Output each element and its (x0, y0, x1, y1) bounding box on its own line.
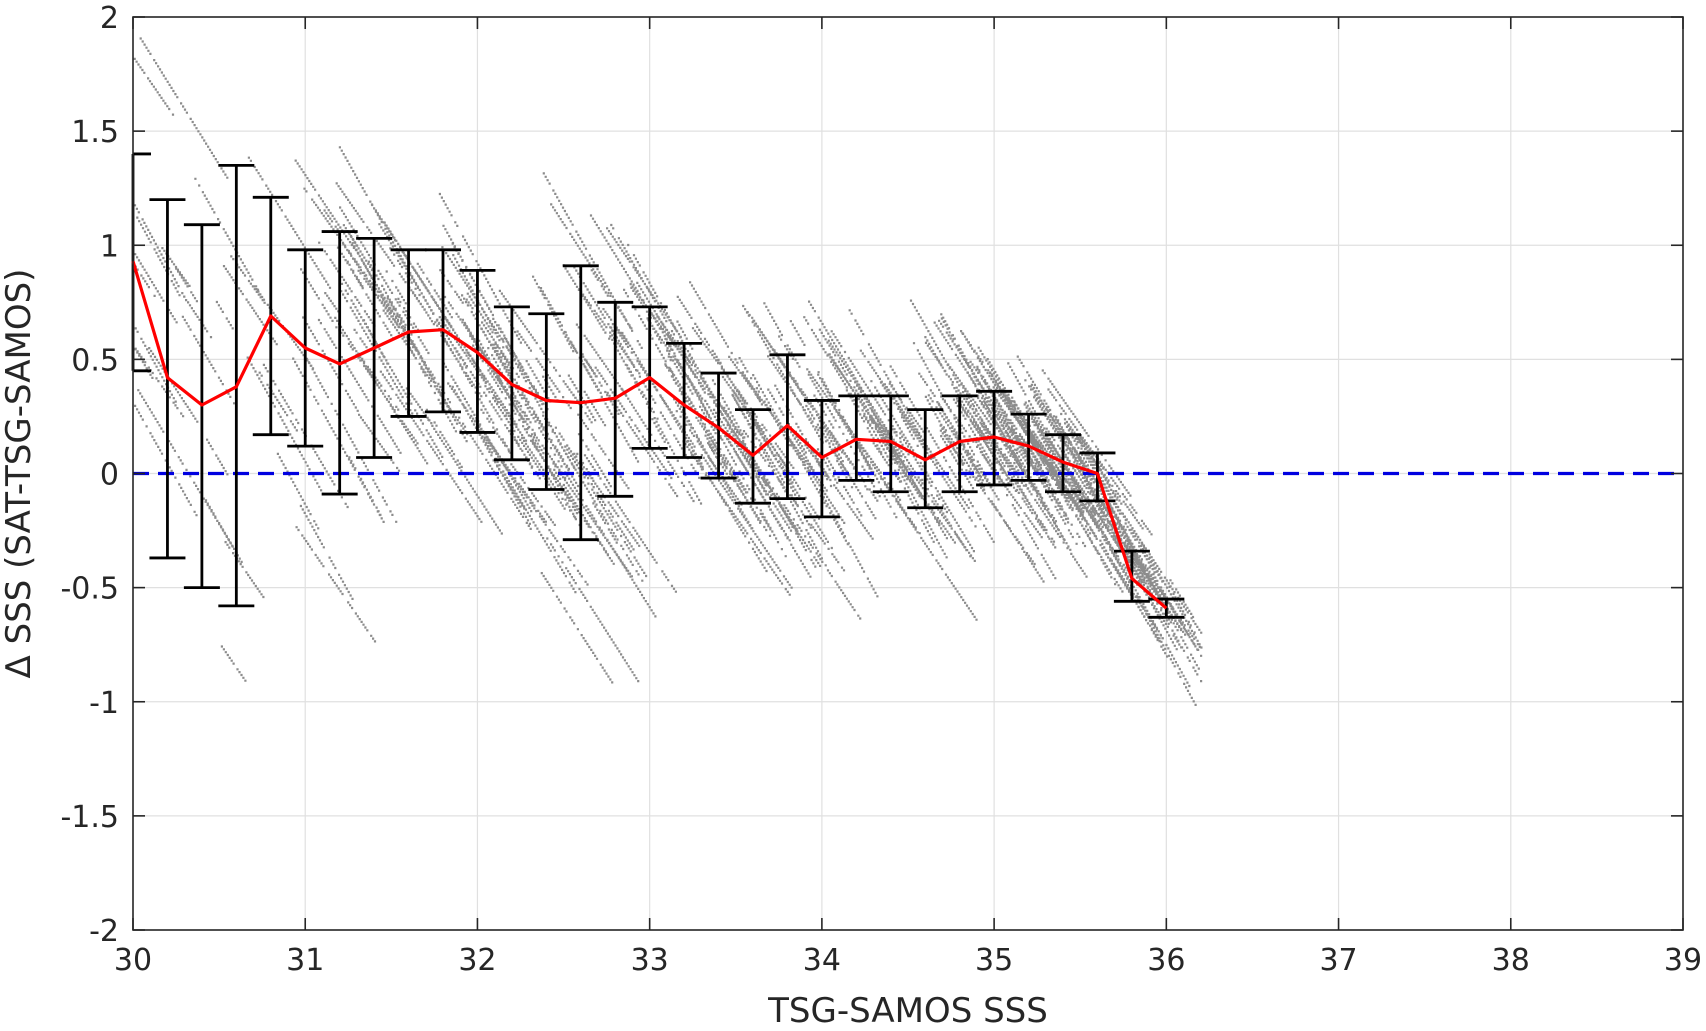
y-axis-label: Δ SSS (SAT-TSG-SAMOS) (0, 269, 39, 679)
error-bar (941, 394, 978, 494)
y-tick-label: 1 (100, 229, 119, 264)
y-tick-label: 0.5 (71, 343, 119, 378)
x-tick-label: 35 (975, 943, 1013, 978)
y-tick-label: -1 (89, 686, 119, 721)
x-tick-label: 33 (631, 943, 669, 978)
x-tick-label: 30 (114, 943, 152, 978)
y-tick-label: -2 (89, 914, 119, 949)
x-tick-label: 37 (1319, 943, 1357, 978)
x-axis-ticks: 30 31 32 33 34 35 36 37 38 39 (114, 17, 1702, 978)
error-bar (666, 341, 703, 459)
y-tick-label: -0.5 (60, 572, 119, 607)
y-tick-label: 2 (100, 1, 119, 36)
error-bar (872, 394, 909, 494)
mean-line (131, 260, 1168, 610)
x-tick-label: 34 (803, 943, 841, 978)
x-tick-label: 36 (1147, 943, 1185, 978)
y-axis-ticks: -2 -1.5 -1 -0.5 0 0.5 1 1.5 2 (60, 1, 1683, 949)
x-axis-label: TSG-SAMOS SSS (767, 991, 1048, 1031)
x-tick-label: 32 (458, 943, 496, 978)
y-tick-label: 0 (100, 458, 119, 493)
error-bar (700, 371, 737, 480)
y-tick-label: -1.5 (60, 800, 119, 835)
x-tick-label: 39 (1664, 943, 1702, 978)
y-tick-label: 1.5 (71, 115, 119, 150)
x-tick-label: 38 (1492, 943, 1530, 978)
x-tick-label: 31 (286, 943, 324, 978)
